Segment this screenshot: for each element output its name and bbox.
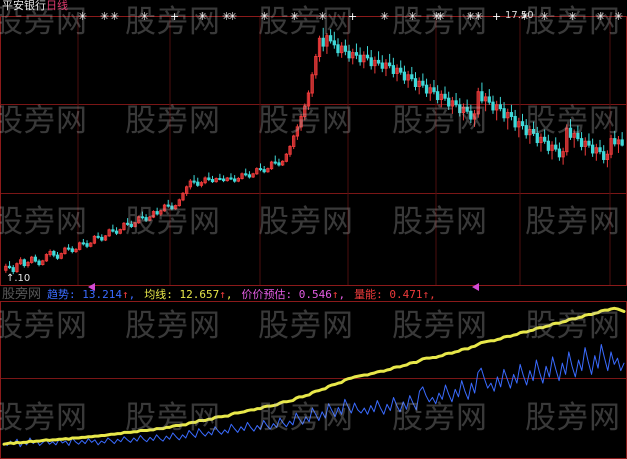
- top-tick-marker: ✳: [380, 10, 390, 23]
- readout-ma-arrow: ↑: [219, 288, 226, 301]
- indicator-readout-bar: 股旁网 趋势: 13.214↑, 均线: 12.657↑, 价价预估: 0.54…: [0, 288, 445, 302]
- top-tick-marker: ✳: [540, 10, 550, 23]
- top-tick-marker: ✳: [110, 10, 120, 23]
- top-tick-marker: ✳: [568, 10, 578, 23]
- top-tick-marker: ✳: [100, 10, 110, 23]
- readout-volume-label: 量能:: [354, 288, 383, 301]
- marker-triangle-left-2: [472, 283, 479, 291]
- top-tick-marker: ✳: [408, 10, 418, 23]
- top-tick-marker: ✳: [520, 10, 530, 23]
- readout-ma-label: 均线:: [144, 288, 173, 301]
- readout-volume-value: 0.471: [389, 288, 423, 301]
- readout-volume-sep: ,: [429, 288, 436, 301]
- readout-estimate-arrow: ↑: [331, 288, 339, 301]
- marker-triangle-left-1: [88, 283, 95, 291]
- top-tick-marker: +: [492, 10, 502, 23]
- readout-trend-label: 趋势:: [47, 288, 76, 301]
- top-tick-marker: +: [170, 10, 180, 23]
- readout-trend-sep: ,: [128, 288, 136, 301]
- readout-trend-value: 13.214: [82, 288, 123, 301]
- top-tick-marker: ✳: [260, 10, 270, 23]
- readout-estimate-value: 0.546: [298, 288, 332, 301]
- top-tick-marker: ✳: [474, 10, 484, 23]
- readout-volume-arrow: ↑: [422, 288, 430, 301]
- top-tick-marker: ✳: [318, 10, 328, 23]
- period-label: 日线: [46, 0, 68, 12]
- readout-watermark: 股旁网: [2, 287, 42, 302]
- readout-volume[interactable]: 量能: 0.471↑,: [354, 288, 436, 302]
- price-annotation: ↑.10: [6, 273, 31, 284]
- top-tick-marker: ✳: [140, 10, 150, 23]
- readout-ma-sep: ,: [225, 288, 233, 301]
- top-tick-marker: ✳: [614, 10, 624, 23]
- readout-ma-value: 12.657: [179, 288, 220, 301]
- price-axis-label: 17.50: [505, 10, 534, 21]
- top-tick-marker: ✳: [78, 10, 88, 23]
- top-tick-marker: ✳: [198, 10, 208, 23]
- price-gridline-1: [0, 104, 627, 105]
- indicator-gridline-mid: [0, 378, 627, 379]
- top-tick-marker: ✳: [596, 10, 606, 23]
- readout-estimate[interactable]: 价价预估: 0.546↑,: [242, 288, 346, 302]
- top-tick-marker: +: [348, 10, 358, 23]
- price-gridline-2: [0, 193, 627, 194]
- chart-header: 平安银行日线: [2, 0, 68, 12]
- readout-estimate-sep: ,: [338, 288, 346, 301]
- readout-trend[interactable]: 趋势: 13.214↑,: [47, 288, 135, 302]
- stock-name-label: 平安银行: [2, 0, 46, 12]
- readout-trend-arrow: ↑: [122, 288, 129, 301]
- readout-ma[interactable]: 均线: 12.657↑,: [144, 288, 232, 302]
- readout-estimate-label: 价价预估:: [241, 288, 293, 301]
- top-tick-marker: ✳: [290, 10, 300, 23]
- top-tick-marker: ✳: [228, 10, 238, 23]
- top-tick-marker: ✳: [436, 10, 446, 23]
